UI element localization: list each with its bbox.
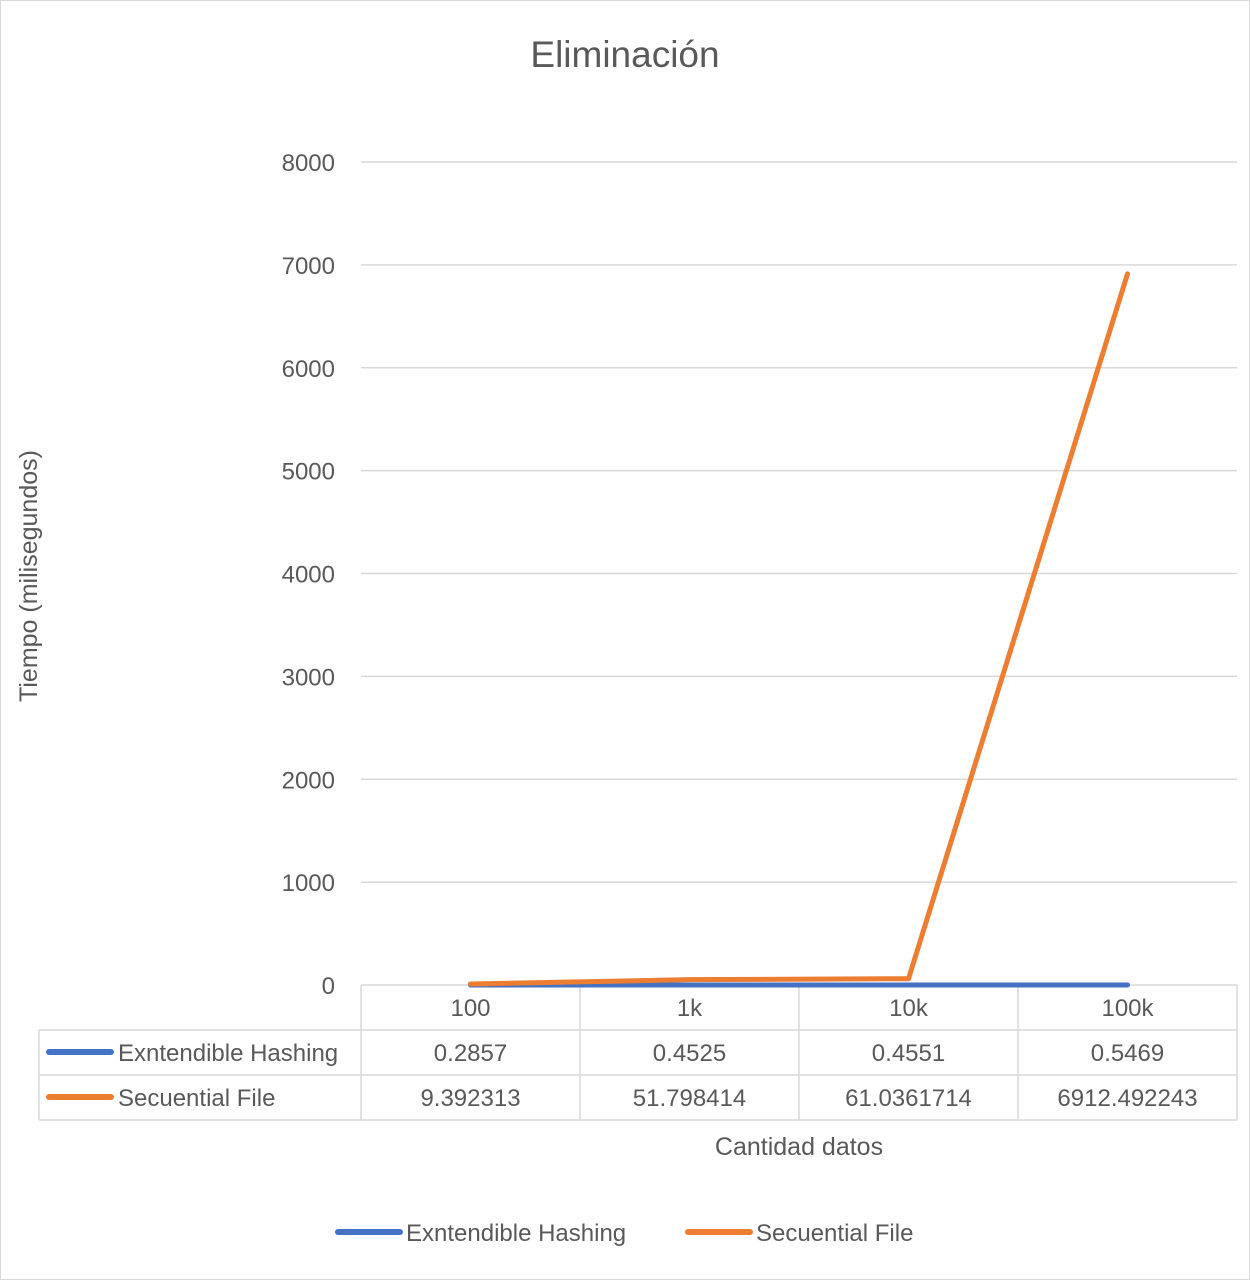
- y-axis-title: Tiempo (milisegundos): [15, 450, 43, 702]
- table-cell-value: 0.5469: [1091, 1040, 1164, 1067]
- data-table: 100 1k 10k 100k Exntendible Hashing 0.2857 0.4…: [39, 985, 1237, 1120]
- x-category-label: 100k: [1101, 995, 1154, 1022]
- chart-title: Eliminación: [530, 34, 719, 75]
- y-tick-label: 1000: [282, 870, 335, 897]
- table-cell-value: 61.0361714: [845, 1085, 972, 1112]
- y-tick-label: 3000: [282, 664, 335, 691]
- y-tick-label: 5000: [282, 459, 335, 486]
- series-line-secuential-file: [471, 274, 1128, 984]
- legend-label: Secuential File: [756, 1220, 913, 1247]
- x-category-label: 1k: [677, 995, 703, 1022]
- y-tick-label: 7000: [282, 253, 335, 280]
- grid-layer: [361, 162, 1237, 882]
- table-series-name: Secuential File: [118, 1085, 275, 1112]
- table-cell-value: 6912.492243: [1057, 1085, 1197, 1112]
- y-tick-label: 4000: [282, 562, 335, 589]
- table-cell-value: 51.798414: [633, 1085, 746, 1112]
- table-series-name: Exntendible Hashing: [118, 1040, 338, 1067]
- table-cell-value: 0.4551: [872, 1040, 945, 1067]
- y-tick-label: 6000: [282, 356, 335, 383]
- series-lines: [470, 274, 1127, 985]
- x-category-label: 100: [450, 995, 490, 1022]
- legend-label: Exntendible Hashing: [406, 1220, 626, 1247]
- x-axis-title: Cantidad datos: [715, 1133, 883, 1161]
- y-tick-label: 0: [322, 973, 335, 1000]
- y-tick-labels: 0 1000 2000 3000 4000 5000 6000 7000 8000: [282, 150, 335, 1000]
- legend: Exntendible Hashing Secuential File: [338, 1220, 913, 1247]
- y-tick-label: 2000: [282, 767, 335, 794]
- table-cell-value: 0.4525: [653, 1040, 726, 1067]
- table-cell-value: 0.2857: [434, 1040, 507, 1067]
- x-category-label: 10k: [889, 995, 929, 1022]
- y-tick-label: 8000: [282, 150, 335, 177]
- table-cell-value: 9.392313: [420, 1085, 520, 1112]
